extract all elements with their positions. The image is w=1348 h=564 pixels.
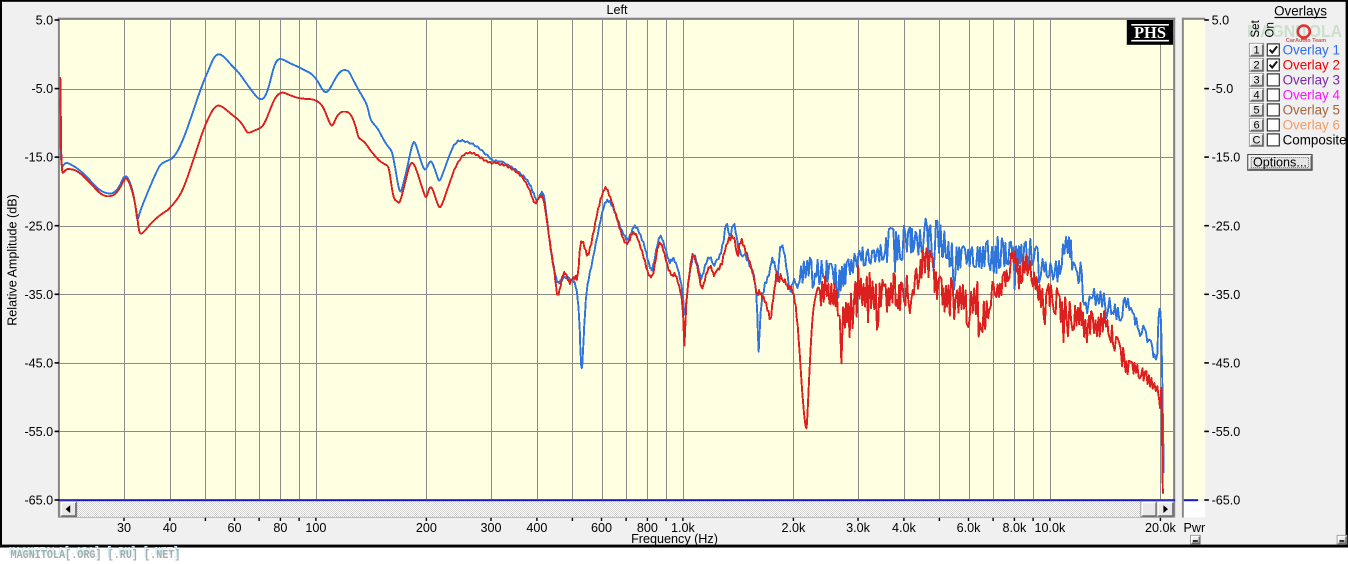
svg-text:Overlay 6: Overlay 6 xyxy=(1283,117,1340,132)
svg-text:5.0: 5.0 xyxy=(36,14,54,28)
svg-text:600: 600 xyxy=(591,521,612,535)
svg-text:8.0k: 8.0k xyxy=(1002,521,1027,535)
svg-text:800: 800 xyxy=(637,521,658,535)
svg-text:20.0k: 20.0k xyxy=(1145,521,1177,535)
svg-text:MAGNITOLA: MAGNITOLA xyxy=(1247,21,1342,41)
svg-text:10.0k: 10.0k xyxy=(1034,521,1066,535)
svg-text:40: 40 xyxy=(163,521,177,535)
svg-text:Frequency (Hz): Frequency (Hz) xyxy=(631,532,718,546)
svg-text:30: 30 xyxy=(117,521,131,535)
svg-text:1.0k: 1.0k xyxy=(671,521,696,535)
svg-text:Overlay 5: Overlay 5 xyxy=(1283,102,1340,117)
svg-text:Overlay 1: Overlay 1 xyxy=(1283,42,1340,57)
svg-text:-15.0: -15.0 xyxy=(1212,151,1241,165)
svg-text:C: C xyxy=(1253,135,1261,147)
svg-text:5: 5 xyxy=(1253,105,1259,117)
svg-text:3: 3 xyxy=(1253,75,1259,87)
svg-text:60: 60 xyxy=(227,521,241,535)
svg-text:80: 80 xyxy=(273,521,287,535)
svg-text:Overlay 3: Overlay 3 xyxy=(1283,72,1340,87)
svg-text:-25.0: -25.0 xyxy=(1212,219,1241,233)
svg-text:-65.0: -65.0 xyxy=(1212,494,1241,508)
svg-text:-35.0: -35.0 xyxy=(1212,288,1241,302)
svg-text:-45.0: -45.0 xyxy=(1212,357,1241,371)
svg-text:Overlay 2: Overlay 2 xyxy=(1283,57,1340,72)
svg-text:MAGNITOLA[.ORG] [.RU] [.NET]: MAGNITOLA[.ORG] [.RU] [.NET] xyxy=(11,549,181,562)
svg-text:5.0: 5.0 xyxy=(1212,14,1230,28)
svg-text:-65.0: -65.0 xyxy=(24,494,53,508)
svg-text:CarAudio Team: CarAudio Team xyxy=(1286,38,1326,44)
svg-text:2.0k: 2.0k xyxy=(781,521,806,535)
svg-text:-55.0: -55.0 xyxy=(1212,425,1241,439)
svg-text:Relative Amplitude (dB): Relative Amplitude (dB) xyxy=(6,194,20,326)
svg-text:PHS: PHS xyxy=(1134,23,1166,42)
svg-text:Set: Set xyxy=(1250,19,1262,37)
svg-text:-5.0: -5.0 xyxy=(31,82,53,96)
svg-text:300: 300 xyxy=(480,521,501,535)
svg-text:400: 400 xyxy=(526,521,547,535)
svg-text:4.0k: 4.0k xyxy=(892,521,917,535)
svg-text:Overlay 4: Overlay 4 xyxy=(1283,87,1341,102)
svg-text:6: 6 xyxy=(1253,120,1259,132)
svg-text:2: 2 xyxy=(1253,60,1259,72)
svg-text:1: 1 xyxy=(1253,45,1259,57)
svg-text:100: 100 xyxy=(305,521,326,535)
svg-text:-55.0: -55.0 xyxy=(24,425,53,439)
svg-text:4: 4 xyxy=(1253,90,1259,102)
svg-text:Overlays: Overlays xyxy=(1274,3,1327,18)
svg-text:200: 200 xyxy=(416,521,437,535)
svg-text:-25.0: -25.0 xyxy=(24,219,53,233)
svg-text:MAGNITOLA[.ORG] [.RU] [.NET]: MAGNITOLA[.ORG] [.RU] [.NET] xyxy=(9,546,179,559)
svg-text:Composite: Composite xyxy=(1283,132,1347,147)
svg-text:3.0k: 3.0k xyxy=(846,521,871,535)
svg-text:Options...: Options... xyxy=(1253,155,1307,169)
svg-text:Pwr: Pwr xyxy=(1184,521,1206,535)
svg-text:6.0k: 6.0k xyxy=(957,521,982,535)
svg-text:-35.0: -35.0 xyxy=(24,288,53,302)
svg-text:Left: Left xyxy=(606,3,628,17)
svg-text:-15.0: -15.0 xyxy=(24,151,53,165)
svg-text:-5.0: -5.0 xyxy=(1212,82,1234,96)
svg-text:On: On xyxy=(1265,22,1277,37)
svg-text:-45.0: -45.0 xyxy=(24,357,53,371)
